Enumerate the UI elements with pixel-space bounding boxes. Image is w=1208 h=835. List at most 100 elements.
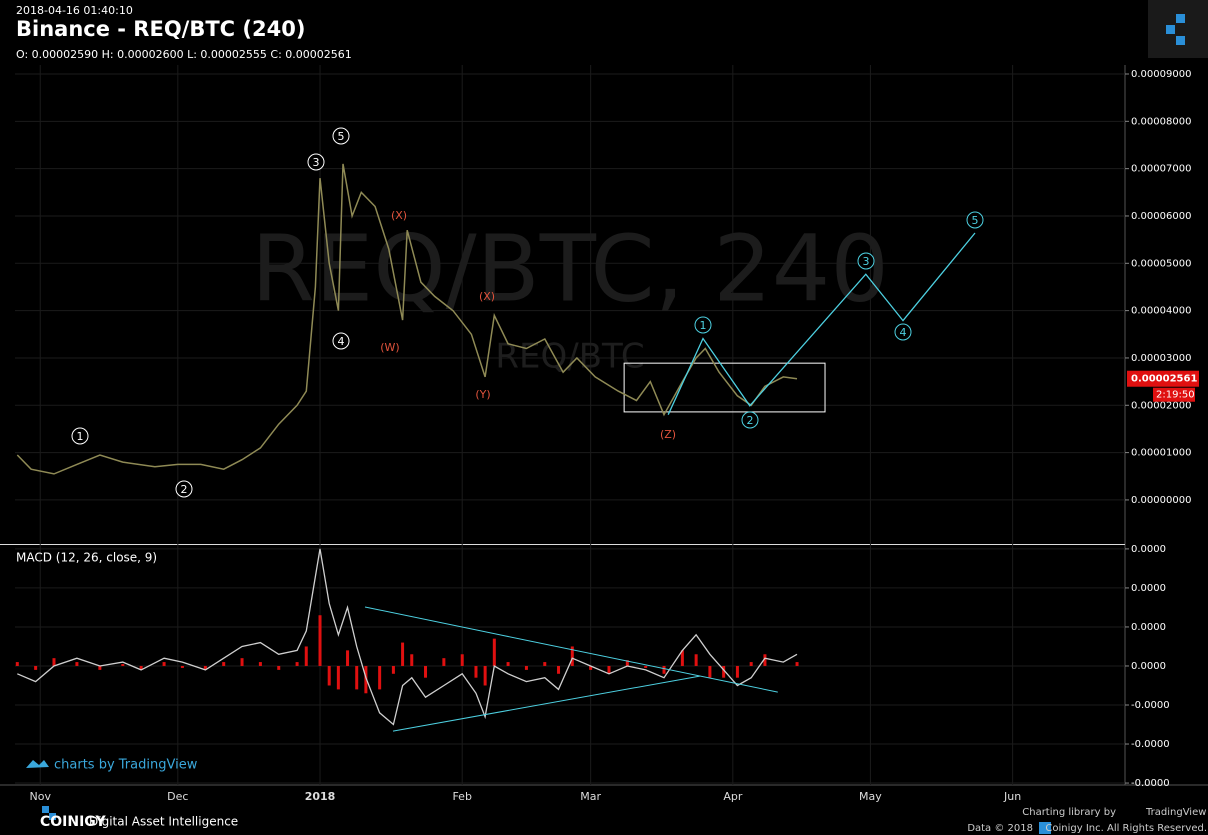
histogram-bar bbox=[378, 665, 382, 690]
wave-label: 5 bbox=[338, 130, 345, 143]
histogram-bar bbox=[492, 638, 496, 666]
last-price-label: 0.00002561 bbox=[1131, 374, 1197, 385]
histogram-bar bbox=[318, 615, 322, 666]
x-tick-label: Nov bbox=[29, 790, 51, 803]
projection-marker bbox=[694, 316, 712, 334]
histogram-bar bbox=[708, 665, 712, 678]
wave-marker bbox=[332, 127, 350, 145]
projection-marker bbox=[894, 323, 912, 341]
tv-badge: charts by TradingView bbox=[54, 758, 198, 773]
projection-label: 5 bbox=[972, 214, 979, 227]
y-tick-label: 0.0000 bbox=[1131, 622, 1166, 633]
projection-marker bbox=[741, 411, 759, 429]
histogram-bar bbox=[327, 665, 331, 686]
countdown-box bbox=[1153, 387, 1195, 402]
histogram-bar bbox=[336, 665, 340, 690]
projection-label: 3 bbox=[863, 255, 870, 268]
small-logo bbox=[1039, 822, 1051, 834]
histogram-bar bbox=[364, 665, 368, 694]
histogram-bar bbox=[346, 650, 350, 666]
brand: COINIGY bbox=[40, 814, 106, 830]
wave-marker bbox=[175, 480, 193, 498]
histogram-bar bbox=[98, 665, 102, 670]
timestamp: 2018-04-16 01:40:10 bbox=[16, 4, 133, 17]
histogram-bar bbox=[442, 658, 446, 666]
x-tick-label: Jun bbox=[1003, 790, 1021, 803]
wave-label: (X) bbox=[479, 290, 495, 303]
ohlc: O: 0.00002590 H: 0.00002600 L: 0.0000255… bbox=[16, 48, 352, 61]
y-tick-label: 0.0000 bbox=[1131, 544, 1166, 555]
histogram-bar bbox=[410, 654, 414, 666]
logo-block bbox=[1176, 36, 1185, 45]
y-tick-label: 0.00004000 bbox=[1131, 306, 1191, 317]
projection-marker bbox=[857, 252, 875, 270]
tv-icon bbox=[26, 760, 49, 768]
x-tick-label: Apr bbox=[723, 790, 743, 803]
histogram-bar bbox=[474, 665, 478, 678]
histogram-bar bbox=[277, 665, 281, 670]
y-tick-label: 0.00005000 bbox=[1131, 258, 1191, 269]
wave-label: 4 bbox=[338, 335, 345, 348]
histogram-bar bbox=[295, 662, 299, 666]
histogram-bar bbox=[240, 658, 244, 666]
logo-block bbox=[1166, 25, 1175, 34]
histogram-bar bbox=[795, 662, 799, 666]
histogram-bar bbox=[662, 665, 666, 674]
y-tick-label: 0.00002000 bbox=[1131, 400, 1191, 411]
histogram-bar bbox=[506, 662, 510, 666]
rights: Coinigy Inc. All Rights Reserved. bbox=[1045, 823, 1207, 834]
histogram-bar bbox=[222, 662, 226, 666]
coinigy-logo bbox=[42, 806, 56, 820]
projection-label: 4 bbox=[900, 326, 907, 339]
x-tick-label: Mar bbox=[580, 790, 601, 803]
histogram-bar bbox=[460, 654, 464, 666]
x-tick-label: Feb bbox=[452, 790, 471, 803]
histogram-bar bbox=[735, 665, 739, 678]
histogram-bar bbox=[391, 665, 395, 674]
y-tick-label: -0.0000 bbox=[1131, 778, 1170, 789]
logo-block bbox=[1176, 14, 1185, 23]
countdown: 2:19:50 bbox=[1156, 390, 1195, 401]
y-tick-label: 0.00008000 bbox=[1131, 116, 1191, 127]
histogram-bar bbox=[557, 665, 561, 674]
histogram-bar bbox=[589, 665, 593, 670]
y-tick-label: 0.0000 bbox=[1131, 583, 1166, 594]
x-tick-label: Dec bbox=[167, 790, 188, 803]
wave-label: (W) bbox=[380, 341, 399, 354]
logo-box bbox=[1148, 0, 1208, 58]
histogram-bar bbox=[15, 662, 19, 666]
histogram-bar bbox=[355, 665, 359, 690]
histogram-bar bbox=[680, 650, 684, 666]
wave-label: (Y) bbox=[475, 388, 490, 401]
histogram-bar bbox=[424, 665, 428, 678]
tagline: Digital Asset Intelligence bbox=[89, 815, 238, 829]
y-tick-label: 0.0000 bbox=[1131, 661, 1166, 672]
histogram-bar bbox=[644, 665, 648, 668]
wave-marker bbox=[307, 153, 325, 171]
wave-label: 3 bbox=[313, 156, 320, 169]
last-price-box bbox=[1127, 370, 1199, 387]
y-tick-label: 0.00001000 bbox=[1131, 448, 1191, 459]
wave-marker bbox=[332, 332, 350, 350]
library-name: TradingView bbox=[1145, 807, 1206, 818]
histogram-bar bbox=[75, 662, 79, 666]
histogram-bar bbox=[162, 662, 166, 666]
histogram-bar bbox=[52, 658, 56, 666]
y-tick-label: -0.0000 bbox=[1131, 739, 1170, 750]
histogram-bar bbox=[258, 662, 262, 666]
trendline bbox=[364, 606, 778, 693]
histogram-bar bbox=[304, 646, 308, 666]
histogram-bar bbox=[34, 665, 38, 670]
range-box bbox=[623, 362, 826, 413]
wave-label: 2 bbox=[181, 483, 188, 496]
watermark: REQ/BTC, 240 bbox=[251, 215, 889, 322]
watermark-small: REQ/BTC bbox=[495, 337, 644, 377]
grid bbox=[15, 65, 1125, 785]
histogram-bar bbox=[401, 642, 405, 666]
histogram-bar bbox=[524, 665, 528, 670]
wave-label: 1 bbox=[77, 430, 84, 443]
histogram-bar bbox=[749, 662, 753, 666]
y-tick-label: -0.0000 bbox=[1131, 700, 1170, 711]
y-tick-label: 0.00003000 bbox=[1131, 353, 1191, 364]
